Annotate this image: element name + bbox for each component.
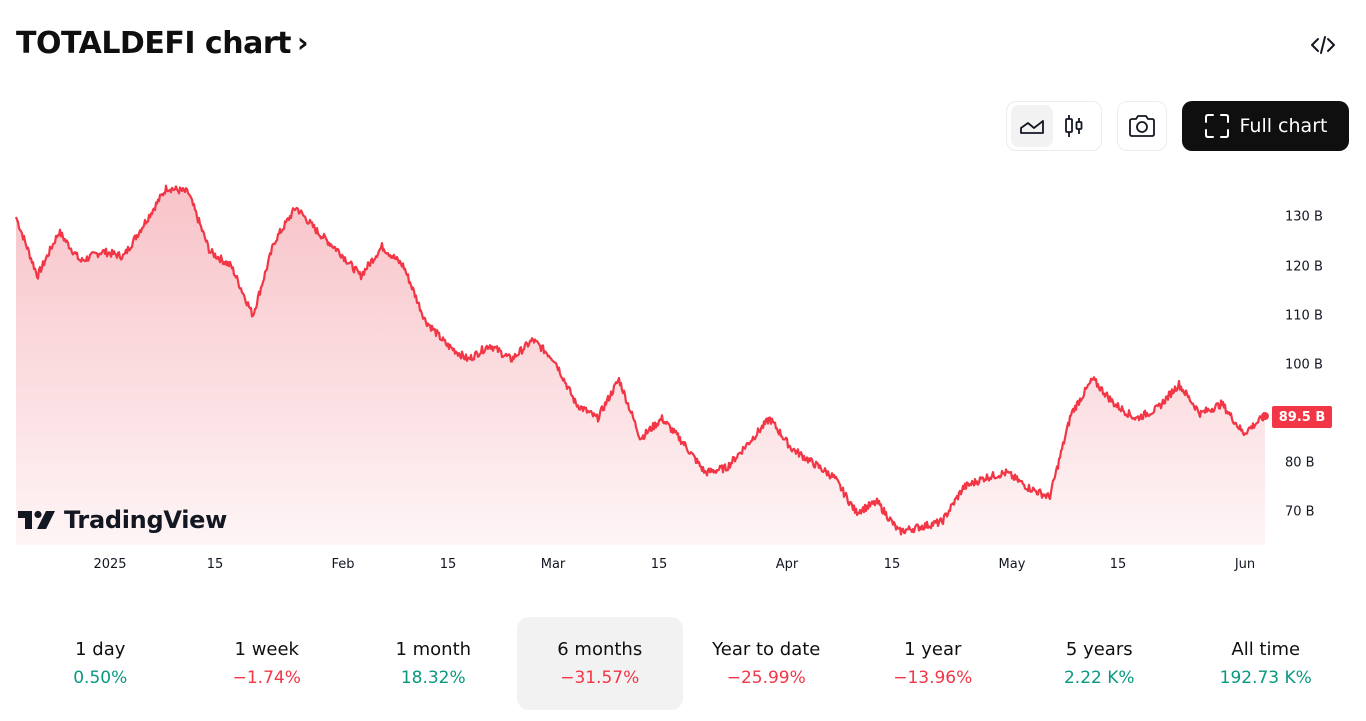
y-tick-label: 110 B xyxy=(1285,308,1323,324)
period-label: 1 month xyxy=(395,639,472,660)
x-tick-label: Mar xyxy=(540,557,566,572)
code-embed-icon xyxy=(1311,36,1335,54)
period-change: 0.50% xyxy=(73,668,128,688)
period-change: −1.74% xyxy=(232,668,301,688)
embed-code-button[interactable] xyxy=(1304,30,1342,60)
performance-row: 1 day 0.50% 1 week −1.74% 1 month 18.32%… xyxy=(17,617,1349,710)
period-1-week[interactable]: 1 week −1.74% xyxy=(184,617,351,710)
period-label: All time xyxy=(1231,639,1301,660)
candlestick-chart-button[interactable] xyxy=(1053,105,1095,147)
y-tick-label: 130 B xyxy=(1285,209,1323,225)
period-1-year[interactable]: 1 year −13.96% xyxy=(850,617,1017,710)
x-tick-label: Jun xyxy=(1234,557,1256,572)
period-change: 192.73 K% xyxy=(1219,668,1312,688)
x-tick-label: Apr xyxy=(775,557,799,572)
period-change: 2.22 K% xyxy=(1063,668,1135,688)
tradingview-logo-icon xyxy=(18,510,55,529)
chevron-right-icon: › xyxy=(296,26,309,59)
period-change: −13.96% xyxy=(893,668,973,688)
chart-title-link[interactable]: TOTALDEFI chart › xyxy=(16,26,309,61)
period-label: 6 months xyxy=(557,639,643,660)
tradingview-wordmark: TradingView xyxy=(64,506,227,534)
full-chart-label: Full chart xyxy=(1239,115,1328,137)
x-tick-label: Feb xyxy=(331,557,355,572)
last-price-label: 89.5 B xyxy=(1272,406,1332,428)
price-chart[interactable] xyxy=(0,0,1366,590)
camera-icon xyxy=(1129,115,1155,137)
x-tick-label: 15 xyxy=(1109,557,1127,572)
x-tick-label: 15 xyxy=(206,557,224,572)
period-change: −31.57% xyxy=(560,668,640,688)
period-6-months[interactable]: 6 months −31.57% xyxy=(516,617,683,710)
period-label: 5 years xyxy=(1065,639,1133,660)
period-all-time[interactable]: All time 192.73 K% xyxy=(1183,617,1350,710)
x-tick-label: 15 xyxy=(883,557,901,572)
page-title: TOTALDEFI chart xyxy=(16,26,291,61)
area-chart-button[interactable] xyxy=(1011,105,1053,147)
candlestick-icon xyxy=(1065,115,1083,137)
y-tick-label: 100 B xyxy=(1285,357,1323,373)
period-1-day[interactable]: 1 day 0.50% xyxy=(17,617,184,710)
full-chart-button[interactable]: Full chart xyxy=(1182,101,1349,151)
period-change: −25.99% xyxy=(726,668,806,688)
area-fill xyxy=(16,185,1265,545)
snapshot-button[interactable] xyxy=(1122,105,1162,147)
period-label: Year to date xyxy=(712,639,821,660)
y-tick-label: 120 B xyxy=(1285,259,1323,275)
x-tick-label: 15 xyxy=(650,557,668,572)
x-tick-label: 15 xyxy=(439,557,457,572)
tradingview-logo[interactable]: TradingView xyxy=(18,505,227,535)
x-tick-label: May xyxy=(998,557,1026,572)
y-tick-label: 70 B xyxy=(1285,504,1315,520)
fullscreen-icon xyxy=(1204,114,1229,138)
period-label: 1 week xyxy=(234,639,299,660)
area-chart-icon xyxy=(1020,120,1044,134)
period-5-years[interactable]: 5 years 2.22 K% xyxy=(1016,617,1183,710)
period-year-to-date[interactable]: Year to date −25.99% xyxy=(683,617,850,710)
last-price-dot xyxy=(1261,412,1269,421)
y-tick-label: 80 B xyxy=(1285,455,1315,471)
snapshot-group xyxy=(1117,101,1167,151)
chart-type-switcher xyxy=(1006,101,1102,151)
period-1-month[interactable]: 1 month 18.32% xyxy=(350,617,517,710)
x-tick-label: 2025 xyxy=(93,557,127,572)
period-label: 1 day xyxy=(75,639,126,660)
period-change: 18.32% xyxy=(400,668,466,688)
period-label: 1 year xyxy=(904,639,962,660)
price-line xyxy=(14,184,1267,536)
